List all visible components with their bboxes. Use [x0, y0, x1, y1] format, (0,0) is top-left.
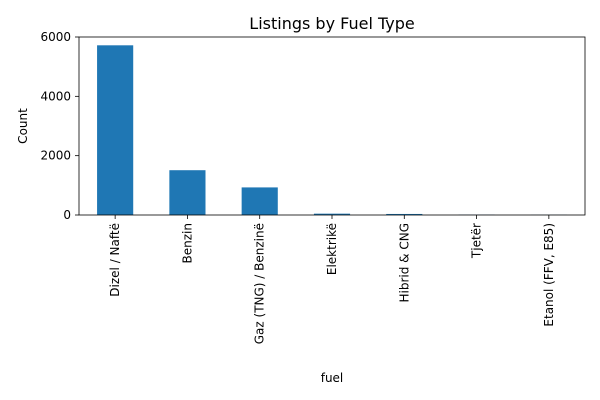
x-axis-label: fuel: [321, 371, 344, 385]
y-tick-label-0: 0: [63, 208, 71, 222]
x-tick-label-5: Tjetër: [470, 223, 484, 259]
bar-0: [97, 45, 134, 215]
x-tick-label-4: Hibrid & CNG: [397, 223, 411, 303]
x-tick-label-6: Etanol (FFV, E85): [542, 223, 556, 327]
y-tick-label-3: 6000: [40, 30, 71, 44]
y-tick-label-2: 4000: [40, 89, 71, 103]
bar-3: [313, 213, 351, 215]
chart-title: Listings by Fuel Type: [249, 14, 414, 33]
bars-layer: [97, 45, 567, 215]
x-tick-label-0: Dizel / Naftë: [108, 223, 122, 297]
y-tick-label-1: 2000: [40, 149, 71, 163]
x-tick-label-1: Benzin: [180, 223, 194, 263]
bar-4: [386, 213, 423, 215]
axes-layer: Dizel / Naftë Benzin Gaz (TNG) / Benzinë El…: [40, 30, 586, 344]
bar-1: [169, 170, 206, 215]
x-tick-label-3: Elektrikë: [325, 223, 339, 275]
x-tick-label-2: Gaz (TNG) / Benzinë: [253, 223, 267, 344]
bar-2: [241, 187, 278, 215]
plot-frame: [78, 36, 586, 216]
y-axis-label: Count: [16, 108, 30, 144]
